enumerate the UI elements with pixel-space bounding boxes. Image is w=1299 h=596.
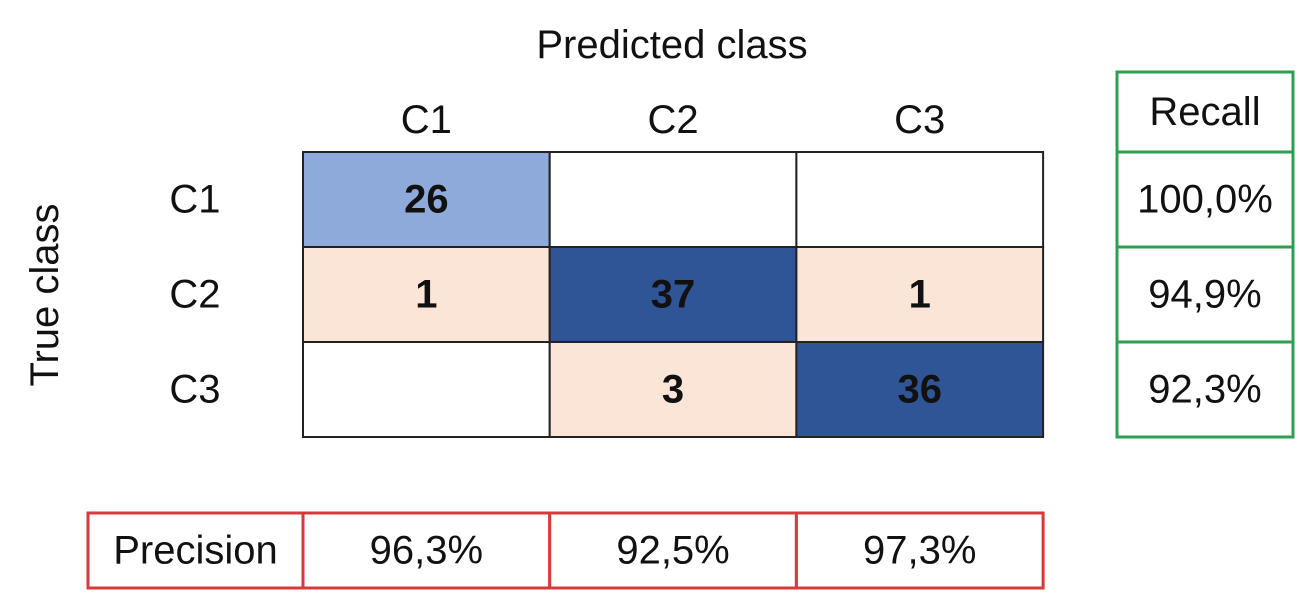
recall-value: 92,3% [1148,368,1261,412]
cell-value: 1 [909,273,931,317]
recall-cell [1115,340,1295,439]
precision-value: 96,3% [370,529,483,573]
recall-value: 100,0% [1137,178,1273,222]
recall-header-cell [1115,70,1295,154]
cell-value: 36 [898,368,943,412]
title: Predicted class [536,23,807,67]
row-axis-label: True class [23,203,67,386]
matrix-cell [548,341,798,438]
cell-value: 1 [415,273,437,317]
matrix-cell [302,246,551,343]
column-header: C1 [401,98,452,142]
matrix-cell [795,151,1045,248]
precision-cell [301,511,552,590]
precision-cell [548,511,798,590]
matrix-cell [795,341,1045,438]
precision-value: 97,3% [863,529,976,573]
cell-value: 3 [662,368,684,412]
matrix-cell [548,151,798,248]
row-label: C3 [169,368,220,412]
matrix-cell [795,246,1045,343]
row-label: C2 [169,273,220,317]
cell-value: 37 [651,273,696,317]
recall-value: 94,9% [1148,273,1261,317]
matrix-cell [302,341,551,438]
precision-cell [794,511,1045,590]
row-label: C1 [169,178,220,222]
precision-value: 92,5% [616,529,729,573]
cell-value: 26 [404,178,449,222]
column-header: C3 [894,98,945,142]
column-header: C2 [647,98,698,142]
recall-header: Recall [1149,90,1260,134]
matrix-cell [302,151,551,248]
precision-label: Precision [113,529,278,573]
